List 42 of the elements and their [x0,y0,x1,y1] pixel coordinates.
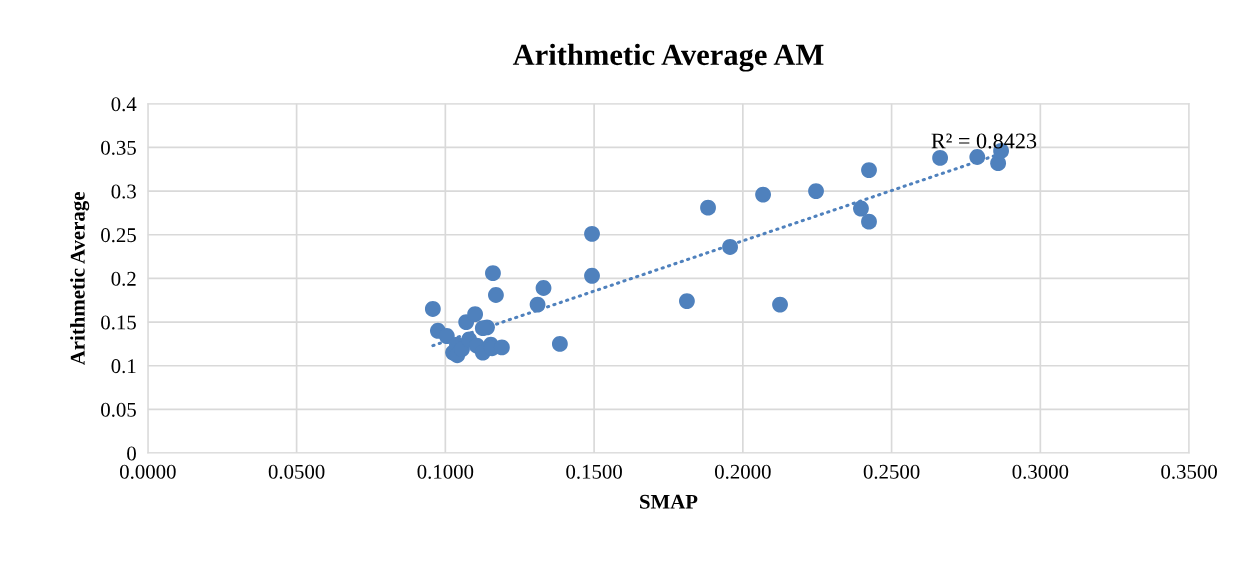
point [755,186,771,203]
chart-title: Arithmetic Average AM [512,43,824,72]
x-tick-label: 0.3500 [1161,464,1217,479]
x-tick-label: 0.1000 [417,464,474,479]
point [969,149,986,165]
point [700,199,716,216]
y-tick-label: 0.15 [101,315,136,330]
x-tick-label: 0.0500 [268,464,325,479]
point [679,293,695,310]
point [861,213,877,230]
point [584,267,600,284]
y-tick-label: 0.1 [111,359,136,374]
point [853,200,869,217]
annotation: R² = 0.8423 [931,133,1037,149]
point [485,265,501,282]
point [438,328,455,344]
point [424,301,441,317]
y-tick-label: 0.25 [101,228,136,243]
y-tick-label: 0 [127,446,136,461]
point [551,335,568,352]
y-tick-label: 0.4 [111,97,137,112]
x-tick-label: 0.2000 [715,464,771,479]
y-tick-label: 0.35 [101,140,136,155]
point [529,296,546,313]
y-tick-label: 0.3 [111,184,136,199]
point [932,149,949,166]
point [772,296,788,313]
x-tick-label: 0.1500 [566,464,622,479]
y-tick-label: 0.05 [101,402,136,417]
x-tick-label: 0.3000 [1012,464,1069,479]
y-axis-title: Arithmetic Average [70,192,90,366]
x-axis-title: SMAP [640,494,698,509]
point [535,280,552,296]
point [861,162,877,179]
point [722,239,738,255]
point [584,225,600,242]
point [808,183,824,199]
x-tick-label: 0.0000 [120,464,176,479]
x-tick-label: 0.2500 [863,464,920,479]
point [467,306,484,323]
y-tick-label: 0.2 [111,271,136,286]
point [488,287,504,303]
